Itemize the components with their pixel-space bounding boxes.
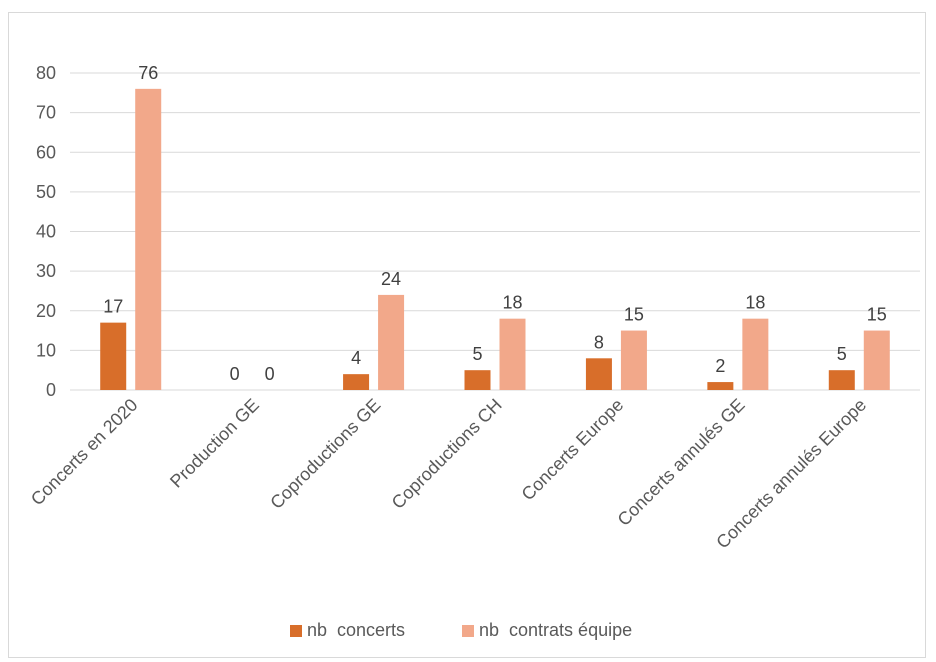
bars (100, 88, 890, 390)
y-tick-label: 50 (36, 182, 56, 202)
bar (863, 330, 890, 390)
y-axis-ticks: 0 10 20 30 40 50 60 70 80 (36, 63, 56, 400)
data-label: 8 (594, 332, 604, 352)
x-tick-label: Production GE (166, 395, 263, 492)
data-label: 5 (472, 344, 482, 364)
data-label: 5 (837, 344, 847, 364)
legend-label: nb concerts (307, 620, 405, 640)
gridlines (70, 72, 920, 391)
data-label: 15 (867, 305, 887, 325)
data-label: 18 (502, 293, 522, 313)
bar (135, 88, 162, 390)
x-tick-label: Coproductions CH (388, 395, 506, 513)
x-tick-label: Concerts Europe (518, 395, 628, 505)
data-label: 15 (624, 305, 644, 325)
y-tick-label: 30 (36, 261, 56, 281)
data-label: 76 (138, 63, 158, 83)
data-label: 18 (745, 293, 765, 313)
data-labels: 17 76 0 0 4 24 5 18 8 15 2 18 5 15 (103, 63, 887, 384)
bar (464, 370, 491, 390)
x-tick-label: Coproductions GE (266, 395, 384, 513)
data-label: 0 (230, 364, 240, 384)
y-tick-label: 10 (36, 340, 56, 360)
bar (343, 374, 370, 390)
bar (707, 382, 734, 390)
legend-label: nb contrats équipe (479, 620, 632, 640)
data-label: 17 (103, 297, 123, 317)
bar (620, 330, 647, 390)
data-label: 0 (265, 364, 275, 384)
y-tick-label: 20 (36, 301, 56, 321)
x-axis-ticks: Concerts en 2020 Production GE Coproductio… (27, 395, 870, 553)
legend: nb concerts nb contrats équipe (290, 620, 632, 640)
bar (828, 370, 855, 390)
legend-swatch (290, 625, 302, 637)
y-tick-label: 40 (36, 222, 56, 242)
legend-swatch (462, 625, 474, 637)
bar (742, 318, 769, 390)
y-tick-label: 60 (36, 142, 56, 162)
y-tick-label: 70 (36, 103, 56, 123)
bar (100, 322, 127, 390)
y-tick-label: 0 (46, 380, 56, 400)
bar (585, 358, 612, 390)
y-tick-label: 80 (36, 63, 56, 83)
bar (499, 318, 526, 390)
data-label: 24 (381, 269, 401, 289)
x-tick-label: Concerts en 2020 (27, 395, 142, 510)
data-label: 2 (715, 356, 725, 376)
data-label: 4 (351, 348, 361, 368)
bar (378, 294, 405, 390)
x-tick-label: Concerts annulés GE (614, 395, 749, 530)
